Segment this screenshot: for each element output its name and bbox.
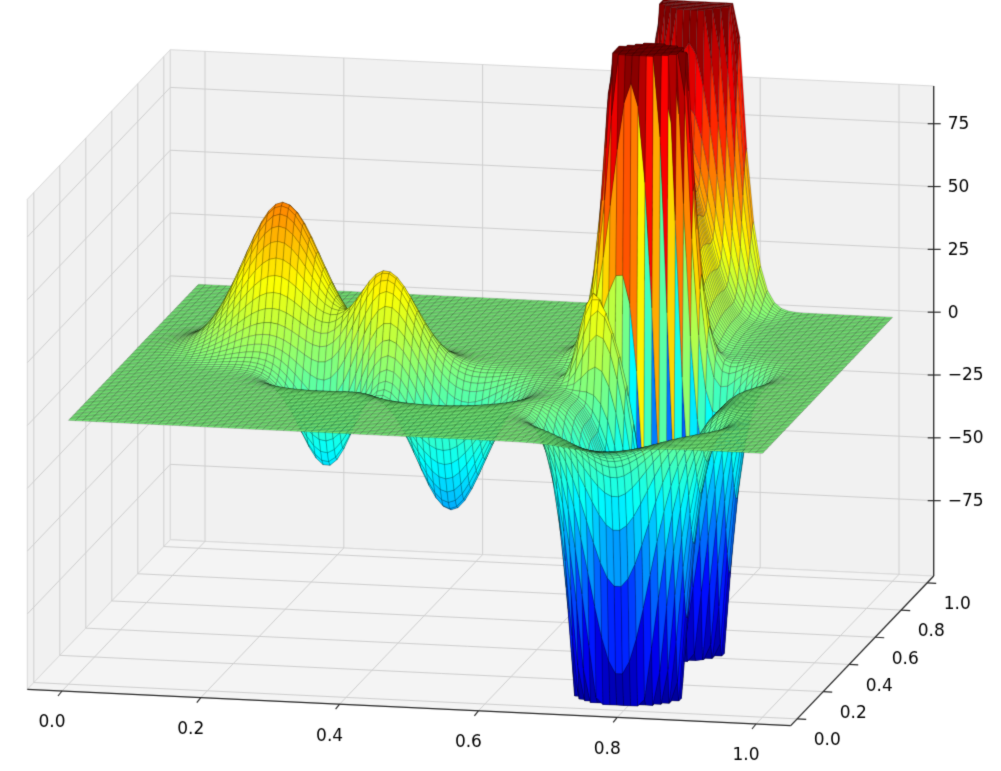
- surface-plot-canvas: [0, 0, 1001, 771]
- 3d-surface-figure: [0, 0, 1001, 771]
